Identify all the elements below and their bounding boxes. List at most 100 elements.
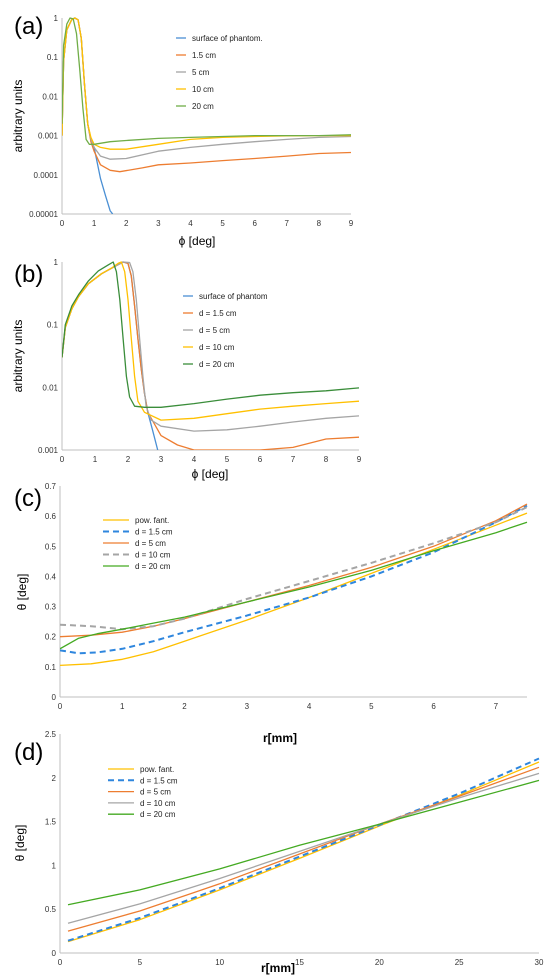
series-line-1 <box>67 761 540 943</box>
x-tick-label: 1 <box>92 219 97 228</box>
x-tick-label: 0 <box>60 219 65 228</box>
x-tick-label: 7 <box>494 702 499 711</box>
y-tick-label: 0.001 <box>38 446 59 455</box>
y-tick-label: 0.4 <box>45 572 57 581</box>
y-tick-label: 0 <box>52 693 57 702</box>
series-line-3 <box>67 766 540 932</box>
y-tick-label: 0.2 <box>45 633 57 642</box>
x-tick-label: 2 <box>126 455 131 464</box>
x-axis-label: ϕ [deg] <box>192 467 229 481</box>
legend-entry: 1.5 cm <box>192 51 216 60</box>
x-tick-label: 1 <box>93 455 98 464</box>
y-tick-label: 1 <box>54 258 59 267</box>
y-tick-label: 0.01 <box>42 92 58 101</box>
y-tick-label: 0.1 <box>47 321 59 330</box>
panel-label: (a) <box>14 13 43 40</box>
x-tick-label: 30 <box>535 958 544 967</box>
y-tick-label: 1 <box>52 861 57 870</box>
series-line-4 <box>67 772 540 924</box>
x-tick-label: 5 <box>225 455 230 464</box>
x-tick-label: 0 <box>60 455 65 464</box>
y-tick-label: 0 <box>52 949 57 958</box>
y-tick-label: 0.0001 <box>34 171 59 180</box>
series-line-5 <box>60 521 528 650</box>
y-tick-label: 0.1 <box>45 663 57 672</box>
legend-entry: 20 cm <box>192 102 214 111</box>
x-tick-label: 1 <box>120 702 125 711</box>
x-tick-label: 5 <box>369 702 374 711</box>
x-tick-label: 5 <box>220 219 225 228</box>
x-tick-label: 2 <box>124 219 129 228</box>
panel-label: (c) <box>14 485 42 512</box>
x-tick-label: 7 <box>285 219 290 228</box>
x-tick-label: 5 <box>138 958 143 967</box>
legend-entry: d = 1.5 cm <box>140 776 178 785</box>
series-line-1 <box>62 261 159 450</box>
x-tick-label: 4 <box>192 455 197 464</box>
y-tick-label: 2.5 <box>45 730 57 739</box>
y-tick-label: 0.5 <box>45 542 57 551</box>
x-tick-label: 6 <box>252 219 257 228</box>
y-tick-label: 0.01 <box>42 383 58 392</box>
x-tick-label: 8 <box>317 219 322 228</box>
y-tick-label: 0.00001 <box>29 210 58 219</box>
y-tick-label: 0.001 <box>38 132 59 141</box>
x-tick-label: 0 <box>58 958 63 967</box>
y-axis-label: arbitrary units <box>11 320 25 393</box>
legend-entry: d = 20 cm <box>199 360 235 369</box>
series-line-4 <box>60 506 528 631</box>
legend-entry: d = 10 cm <box>140 799 176 808</box>
x-tick-label: 6 <box>258 455 263 464</box>
legend-entry: surface of phantom. <box>192 34 263 43</box>
chart-panel-a: (a) 0 1 2 3 4 5 6 7 8 9 0.00001 0.0001 0.001 0.01 0.1 1 ϕ… <box>11 13 354 248</box>
legend-entry: surface of phantom <box>199 292 268 301</box>
legend-entry: d = 1.5 cm <box>199 309 237 318</box>
x-tick-label: 9 <box>357 455 362 464</box>
chart-panel-d: (d) 0 5 10 15 20 25 30 0 0.5 1 1.5 2 2.5 r[mm] θ [deg] p… <box>13 730 544 975</box>
x-tick-label: 8 <box>324 455 329 464</box>
x-tick-label: 10 <box>215 958 224 967</box>
series-line-4 <box>62 261 360 421</box>
x-tick-label: 3 <box>159 455 164 464</box>
y-tick-label: 0.6 <box>45 512 57 521</box>
panel-label: (b) <box>14 261 43 288</box>
x-tick-label: 2 <box>182 702 187 711</box>
x-tick-label: 9 <box>349 219 354 228</box>
x-tick-label: 0 <box>58 702 63 711</box>
legend-entry: d = 10 cm <box>199 343 235 352</box>
chart-panel-c: (c) 0 1 2 3 4 5 6 7 0 0.1 0.2 0.3 0.4 0.5 0.6 0.7 r[mm] θ … <box>14 482 528 745</box>
series-line-2 <box>67 757 540 942</box>
series-line-5 <box>62 261 360 408</box>
y-tick-label: 2 <box>52 774 57 783</box>
y-tick-label: 1.5 <box>45 818 57 827</box>
x-axis-label: ϕ [deg] <box>179 234 216 248</box>
x-tick-label: 3 <box>156 219 161 228</box>
series-line-3 <box>60 503 528 638</box>
series-line-5 <box>67 779 540 906</box>
y-tick-label: 1 <box>54 14 59 23</box>
series-line-2 <box>62 261 360 450</box>
x-tick-label: 15 <box>295 958 304 967</box>
chart-panel-b: (b) 0 1 2 3 4 5 6 7 8 9 0.001 0.01 0.1 1 ϕ [deg] arbitra… <box>11 258 362 481</box>
x-tick-label: 25 <box>455 958 464 967</box>
x-tick-label: 20 <box>375 958 384 967</box>
series-line-5 <box>62 17 352 145</box>
y-axis-label: θ [deg] <box>13 825 27 862</box>
legend-entry: d = 5 cm <box>199 326 230 335</box>
y-tick-label: 0.5 <box>45 905 57 914</box>
legend-entry: d = 20 cm <box>140 810 176 819</box>
x-axis-label: r[mm] <box>261 961 295 975</box>
x-tick-label: 3 <box>245 702 250 711</box>
legend-entry: d = 1.5 cm <box>135 528 173 537</box>
x-tick-label: 4 <box>307 702 312 711</box>
legend-entry: pow. fant. <box>135 516 169 525</box>
x-tick-label: 7 <box>291 455 296 464</box>
panel-label: (d) <box>14 739 43 766</box>
x-axis-label: r[mm] <box>263 731 297 745</box>
y-tick-label: 0.7 <box>45 482 57 491</box>
legend-entry: d = 10 cm <box>135 551 171 560</box>
legend-entry: 10 cm <box>192 85 214 94</box>
y-tick-label: 0.1 <box>47 53 59 62</box>
x-tick-label: 4 <box>188 219 193 228</box>
legend-entry: 5 cm <box>192 68 210 77</box>
